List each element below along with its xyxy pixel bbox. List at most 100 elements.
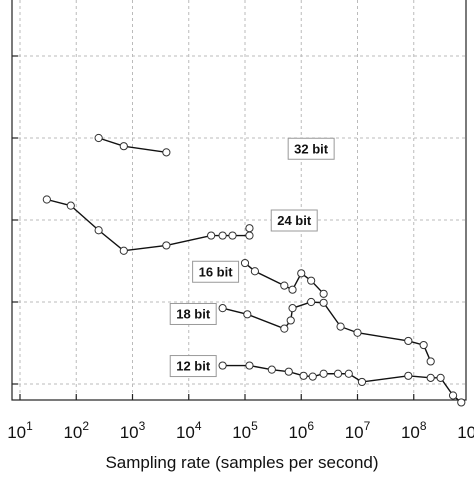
- data-point: [218, 304, 227, 313]
- series-12-bit: [218, 361, 466, 407]
- x-axis-title: Sampling rate (samples per second): [105, 453, 378, 472]
- series-labels: 32 bit 24 bit 16 bit 18 bit 12 bit: [169, 137, 335, 378]
- series-label-frame: [169, 302, 217, 325]
- x-tick-base: 10: [401, 423, 420, 442]
- x-tick-exponent: 3: [139, 419, 146, 433]
- data-point: [245, 231, 254, 240]
- x-tick-exponent: 6: [307, 419, 314, 433]
- x-tick-base: 10: [120, 423, 139, 442]
- plot-border: [11, 0, 467, 401]
- data-point: [228, 231, 237, 240]
- data-point: [284, 367, 293, 376]
- x-tick-label: 104: [176, 419, 202, 442]
- series-16-bit: [240, 258, 328, 298]
- plot-frame: [11, 0, 467, 401]
- data-point: [162, 241, 171, 250]
- data-point: [250, 267, 260, 276]
- data-point: [243, 310, 252, 319]
- grid: [12, 0, 466, 400]
- data-point: [42, 195, 51, 204]
- data-point: [245, 224, 254, 233]
- data-point: [245, 361, 254, 370]
- data-point: [280, 324, 289, 333]
- data-point: [308, 372, 317, 381]
- data-point: [436, 373, 445, 382]
- x-tick-base: 10: [176, 423, 195, 442]
- series-label-frame: [169, 355, 217, 378]
- data-point: [426, 357, 435, 366]
- x-tick-base: 10: [232, 423, 251, 442]
- data-point: [344, 369, 353, 378]
- data-point: [218, 361, 227, 370]
- series-24-bit: [42, 195, 254, 255]
- series-label: 16 bit: [199, 264, 234, 279]
- data-point: [288, 285, 297, 294]
- data-point: [240, 258, 250, 268]
- data-point: [319, 289, 328, 298]
- x-tick-labels: 101102103104105106107108109: [7, 419, 474, 442]
- series-label: 32 bit: [294, 141, 329, 156]
- x-tick-label: 107: [345, 419, 371, 442]
- data-point: [448, 391, 458, 400]
- x-tick-base: 10: [288, 423, 307, 442]
- data-point: [319, 298, 328, 307]
- data-point: [307, 276, 316, 285]
- x-tick-base: 10: [457, 423, 474, 442]
- x-tick-label: 108: [401, 419, 427, 442]
- x-tick-exponent: 7: [364, 419, 371, 433]
- data-point: [119, 246, 128, 255]
- data-point: [162, 148, 171, 157]
- series-18-bit: [218, 297, 435, 366]
- data-point: [119, 142, 128, 151]
- series-32-bit: [94, 133, 171, 157]
- data-point: [336, 322, 345, 331]
- x-tick-label: 109: [457, 419, 474, 442]
- x-tick-exponent: 2: [82, 419, 89, 433]
- series-label: 24 bit: [277, 213, 312, 228]
- data-point: [319, 369, 328, 378]
- series-label-box: 18 bit: [169, 302, 217, 325]
- series-label: 18 bit: [176, 306, 211, 321]
- series-line: [46, 198, 251, 252]
- data-point: [94, 226, 103, 235]
- data-point: [94, 133, 103, 143]
- data-point: [297, 269, 306, 278]
- series-label-frame: [270, 209, 318, 232]
- data-point: [457, 398, 466, 407]
- data-point: [207, 231, 216, 240]
- series-label-box: 32 bit: [287, 137, 335, 160]
- series-line: [222, 301, 432, 362]
- x-tick-label: 105: [232, 419, 258, 442]
- data-point: [357, 377, 367, 387]
- x-tick-exponent: 5: [251, 419, 258, 433]
- data-point: [307, 297, 316, 307]
- series-label-frame: [287, 137, 335, 160]
- x-tick-exponent: 1: [26, 419, 33, 433]
- data-point: [218, 231, 227, 240]
- data-point: [280, 281, 289, 290]
- data-point: [286, 316, 295, 325]
- series-label: 12 bit: [176, 359, 211, 374]
- data-point: [299, 371, 308, 380]
- data-point: [419, 340, 428, 350]
- data-point: [267, 365, 276, 374]
- data-point: [404, 371, 413, 380]
- series-label-box: 12 bit: [169, 355, 217, 378]
- series-layer: [42, 133, 466, 407]
- x-tick-label: 103: [120, 419, 146, 442]
- x-tick-label: 101: [7, 419, 33, 442]
- data-point: [426, 373, 435, 382]
- data-point: [66, 201, 75, 210]
- x-tick-base: 10: [7, 423, 26, 442]
- x-tick-base: 10: [345, 423, 364, 442]
- x-tick-exponent: 4: [195, 419, 202, 433]
- x-tick-exponent: 8: [420, 419, 427, 433]
- data-point: [333, 369, 343, 378]
- data-point: [288, 304, 297, 313]
- x-tick-base: 10: [63, 423, 82, 442]
- x-tick-label: 106: [288, 419, 314, 442]
- series-label-frame: [192, 260, 240, 283]
- x-tick-label: 102: [63, 419, 89, 442]
